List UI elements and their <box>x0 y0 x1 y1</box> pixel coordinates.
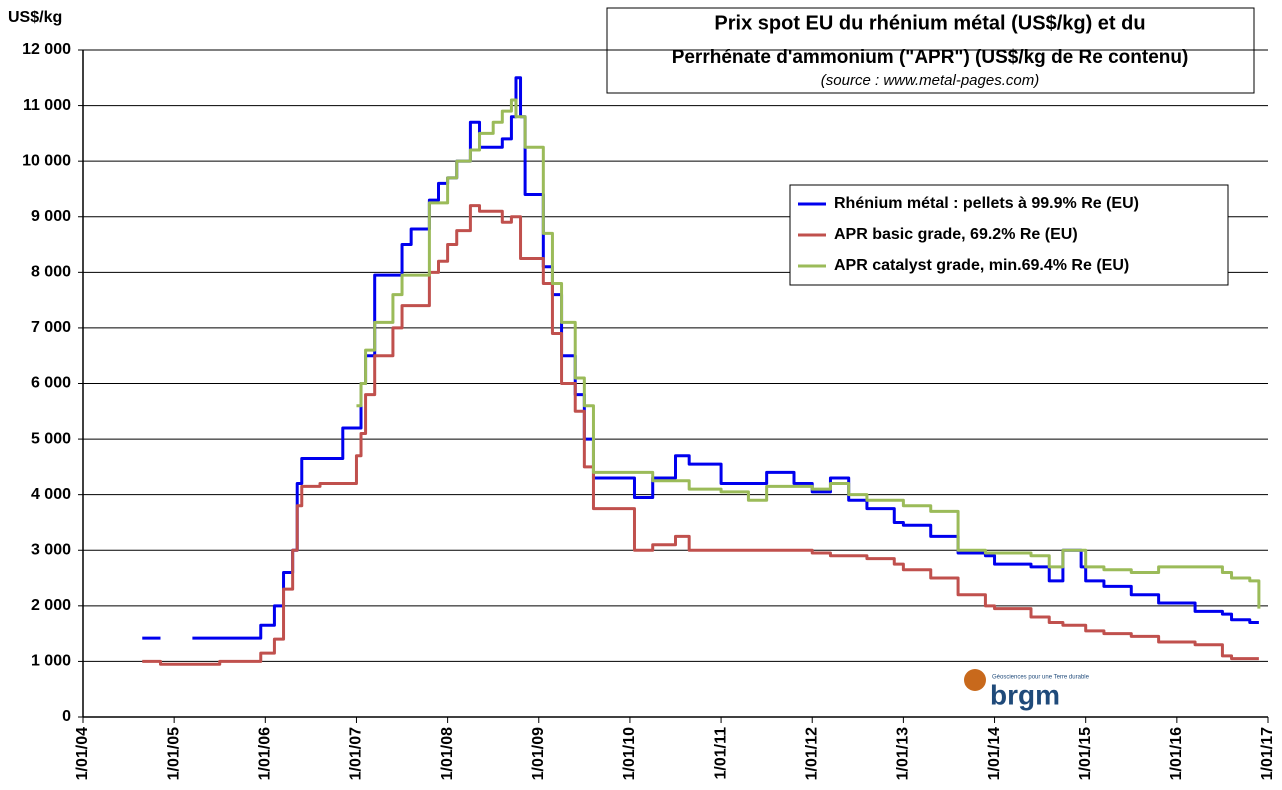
x-tick-label: 1/01/10 <box>621 727 638 780</box>
logo-tagline: Géosciences pour une Terre durable <box>992 675 1090 681</box>
chart-title: Perrhénate d'ammonium ("APR") (US$/kg de… <box>672 47 1189 68</box>
y-tick-label: 9 000 <box>31 208 71 225</box>
y-tick-label: 6 000 <box>31 375 71 392</box>
y-tick-label: 11 000 <box>23 97 71 114</box>
logo-icon <box>964 669 986 691</box>
y-tick-label: 0 <box>62 708 71 725</box>
series-line <box>192 76 1259 640</box>
x-tick-label: 1/01/09 <box>530 727 547 780</box>
x-tick-label: 1/01/04 <box>74 727 91 780</box>
x-tick-label: 1/01/16 <box>1168 727 1185 780</box>
x-tick-label: 1/01/13 <box>895 727 912 780</box>
legend-label: APR basic grade, 69.2% Re (EU) <box>834 226 1078 243</box>
legend-box <box>789 184 1229 286</box>
y-tick-label: 5 000 <box>31 430 71 447</box>
legend-label: Rhénium métal : pellets à 99.9% Re (EU) <box>834 195 1139 212</box>
legend-label: APR catalyst grade, min.69.4% Re (EU) <box>834 257 1129 274</box>
y-tick-label: 3 000 <box>31 541 71 558</box>
x-tick-label: 1/01/17 <box>1259 727 1276 780</box>
x-tick-label: 1/01/12 <box>803 727 820 780</box>
chart-subtitle: (source : www.metal-pages.com) <box>821 72 1039 89</box>
x-tick-label: 1/01/08 <box>439 727 456 780</box>
x-tick-label: 1/01/11 <box>712 727 729 780</box>
series-line <box>356 98 1261 609</box>
chart-title: Prix spot EU du rhénium métal (US$/kg) e… <box>714 12 1145 34</box>
y-axis-label: US$/kg <box>8 9 62 26</box>
x-tick-label: 1/01/05 <box>165 727 182 780</box>
y-tick-label: 8 000 <box>31 264 71 281</box>
y-tick-label: 2 000 <box>31 597 71 614</box>
y-tick-label: 12 000 <box>22 41 71 58</box>
x-tick-label: 1/01/15 <box>1077 727 1094 780</box>
y-tick-label: 4 000 <box>31 486 71 503</box>
y-tick-label: 1 000 <box>31 653 71 670</box>
logo-text: brgm <box>990 679 1060 710</box>
x-tick-label: 1/01/06 <box>257 727 274 780</box>
y-tick-label: 10 000 <box>22 152 71 169</box>
x-tick-label: 1/01/14 <box>986 727 1003 780</box>
x-tick-label: 1/01/07 <box>348 727 365 780</box>
series-line <box>142 204 1259 666</box>
y-tick-label: 7 000 <box>31 319 71 336</box>
